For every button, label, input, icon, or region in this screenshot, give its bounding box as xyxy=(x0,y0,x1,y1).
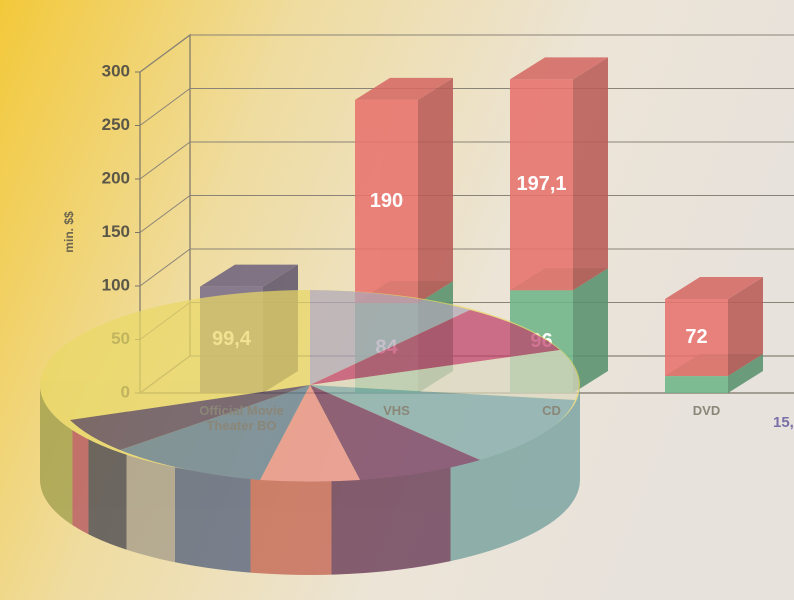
pie-slice xyxy=(310,310,560,385)
y-axis-label: min. $$ xyxy=(62,211,76,253)
bar-top xyxy=(665,277,763,300)
pie-slice xyxy=(310,290,470,385)
pie-slice xyxy=(260,385,360,482)
pie-slice xyxy=(120,385,310,480)
bar-side xyxy=(728,277,763,377)
bar-top xyxy=(355,77,453,100)
bar-front xyxy=(510,79,573,291)
data-label: 72 xyxy=(685,326,707,348)
pie-slice xyxy=(310,385,480,480)
bar-front xyxy=(665,376,728,393)
x-tick-label: DVD xyxy=(692,403,721,418)
data-label: 190 xyxy=(370,190,403,212)
data-label: 197,1 xyxy=(516,173,566,195)
bar-top xyxy=(200,264,298,287)
y-tick-label: 300 xyxy=(102,61,130,80)
bar xyxy=(665,277,763,377)
bar-top xyxy=(510,57,608,80)
y-tick-label: 100 xyxy=(102,275,130,294)
bar xyxy=(510,57,608,291)
bar-side xyxy=(418,77,453,304)
y-tick-label: 200 xyxy=(102,168,130,187)
bar-front xyxy=(355,99,418,304)
data-label: 15,84 xyxy=(773,414,794,431)
bar xyxy=(355,77,453,304)
bar-side xyxy=(573,57,608,291)
grid-line xyxy=(139,34,794,73)
bar-side xyxy=(728,354,763,393)
pie-slice xyxy=(310,350,579,400)
pie-slice xyxy=(70,385,310,450)
pie-decoration xyxy=(40,290,580,575)
pie-slice xyxy=(310,385,575,460)
y-tick-label: 150 xyxy=(102,222,130,241)
x-tick-label: Official Movie Theater BO xyxy=(199,403,284,433)
x-tick-label: CD xyxy=(542,403,561,418)
y-tick-label: 250 xyxy=(102,115,130,134)
bar-side xyxy=(573,268,608,393)
bar-front xyxy=(665,299,728,377)
x-tick-label: VHS xyxy=(383,403,410,418)
